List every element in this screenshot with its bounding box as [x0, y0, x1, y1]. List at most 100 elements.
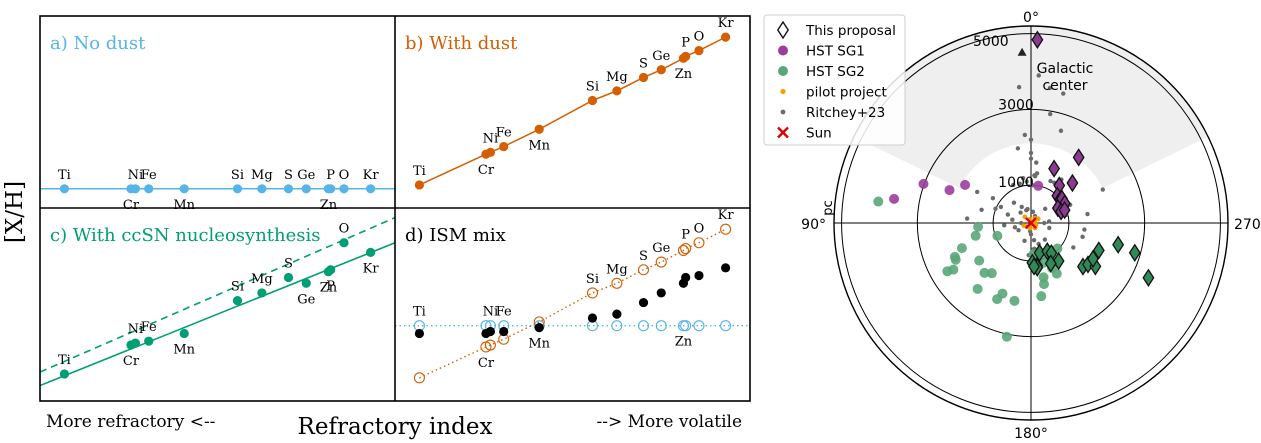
open-point-dust-O	[693, 237, 705, 249]
ritchey-point	[964, 216, 970, 221]
x-axis-left-note: More refractory <--	[46, 412, 215, 432]
point-Ni	[130, 338, 141, 348]
this-proposal-point	[1044, 254, 1057, 273]
hst-sg2-point	[1036, 291, 1047, 302]
ritchey-point	[1012, 225, 1018, 230]
element-label-Mn: Mn	[528, 337, 550, 352]
element-label-Si: Si	[586, 272, 599, 287]
element-label-Ge: Ge	[652, 49, 670, 64]
ritchey-point	[1034, 171, 1040, 176]
element-label-Kr: Kr	[718, 208, 735, 223]
point-S	[283, 184, 294, 194]
ritchey-point	[1016, 84, 1022, 90]
x-axis-label: Refractory index	[298, 414, 493, 440]
element-label-O: O	[339, 222, 350, 237]
hst-sg2-point	[997, 288, 1008, 299]
ritchey-point	[1082, 227, 1087, 232]
hst-sg2-point	[949, 251, 960, 262]
element-label-Zn: Zn	[675, 335, 693, 350]
legend-marker-circle	[778, 66, 788, 76]
galactic-center-label-line2: center	[1042, 78, 1087, 94]
point-P	[326, 265, 336, 275]
element-label-Zn: Zn	[320, 198, 338, 213]
this-proposal-point	[1092, 241, 1105, 260]
ritchey-point	[1058, 128, 1064, 133]
hst-sg2-point	[873, 196, 884, 207]
hst-sg1-point	[918, 178, 929, 189]
radial-label-3000: 3000	[998, 97, 1034, 113]
element-label-Ni: Ni	[483, 305, 499, 320]
point-Kr	[720, 32, 731, 42]
element-label-Ge: Ge	[297, 168, 315, 183]
ritchey-point	[1028, 150, 1034, 156]
open-point-dust-Kr	[720, 223, 732, 235]
ritchey-point	[1030, 209, 1036, 215]
panel-title-a: a) No dust	[50, 33, 146, 54]
point-Mn	[179, 328, 189, 339]
this-proposal-point	[1052, 251, 1065, 271]
element-label-P: P	[326, 279, 335, 294]
ritchey-point	[1048, 178, 1053, 184]
ritchey-point	[1022, 238, 1027, 243]
ritchey-point	[1011, 200, 1017, 205]
ritchey-point	[998, 204, 1004, 210]
element-label-Mg: Mg	[251, 168, 273, 183]
open-point-dust-S	[637, 264, 650, 276]
ritchey-point	[1042, 206, 1048, 212]
mix-point-Kr	[720, 263, 731, 273]
point-Mg	[257, 288, 267, 298]
angle-label-0: 0°	[1023, 10, 1039, 26]
dust-dotted-line	[419, 228, 726, 379]
point-Mn	[534, 124, 544, 134]
ritchey-point	[1071, 245, 1076, 250]
point-Ni	[130, 184, 141, 194]
element-label-S: S	[639, 56, 648, 71]
legend-marker-dot	[780, 109, 786, 115]
this-proposal-point	[1066, 173, 1079, 193]
element-label-O: O	[339, 168, 350, 183]
point-Ge	[301, 278, 311, 288]
legend-label-hst_sg1: HST SG1	[806, 44, 865, 60]
open-point-dust-Ge	[655, 256, 667, 268]
ritchey-point	[1011, 182, 1016, 188]
element-label-Cr: Cr	[123, 198, 140, 213]
open-point-dust-Zn	[677, 244, 689, 257]
ccsn-fit-line	[39, 241, 396, 387]
ccsn-dashed-line	[39, 216, 396, 373]
angle-label-2: 180°	[1014, 426, 1048, 442]
element-label-Cr: Cr	[478, 163, 495, 178]
radial-label-5000: 5000	[973, 34, 1009, 50]
y-axis-label: [X/H]	[2, 181, 28, 243]
point-Fe	[144, 336, 154, 346]
ritchey-point	[1036, 73, 1041, 78]
ritchey-point	[1018, 210, 1023, 215]
element-label-Fe: Fe	[141, 168, 157, 183]
point-O	[339, 238, 349, 248]
hst-sg2-point	[1001, 331, 1012, 342]
point-Fe	[144, 184, 154, 194]
point-Fe	[499, 141, 509, 152]
this-proposal-point	[1058, 200, 1071, 220]
hst-sg2-point	[1009, 295, 1020, 306]
this-proposal-point	[1087, 249, 1099, 268]
element-label-Fe: Fe	[141, 320, 157, 335]
element-label-Ni: Ni	[483, 131, 499, 146]
point-P	[326, 184, 336, 194]
legend-label-ritchey: Ritchey+23	[806, 105, 885, 121]
point-Kr	[365, 184, 376, 194]
point-S	[283, 272, 294, 283]
point-S	[638, 72, 649, 83]
angle-label-1: 90°	[801, 217, 826, 233]
ritchey-point	[1047, 85, 1053, 91]
legend-entry-hst_sg2: HST SG2	[778, 64, 865, 80]
ritchey-point	[1042, 237, 1048, 242]
this-proposal-point	[1028, 257, 1041, 276]
mix-point-Ni	[485, 326, 496, 337]
point-Mn	[179, 184, 189, 194]
ritchey-point	[1028, 156, 1034, 161]
element-label-Mn: Mn	[173, 342, 195, 357]
ritchey-point	[1080, 234, 1085, 240]
